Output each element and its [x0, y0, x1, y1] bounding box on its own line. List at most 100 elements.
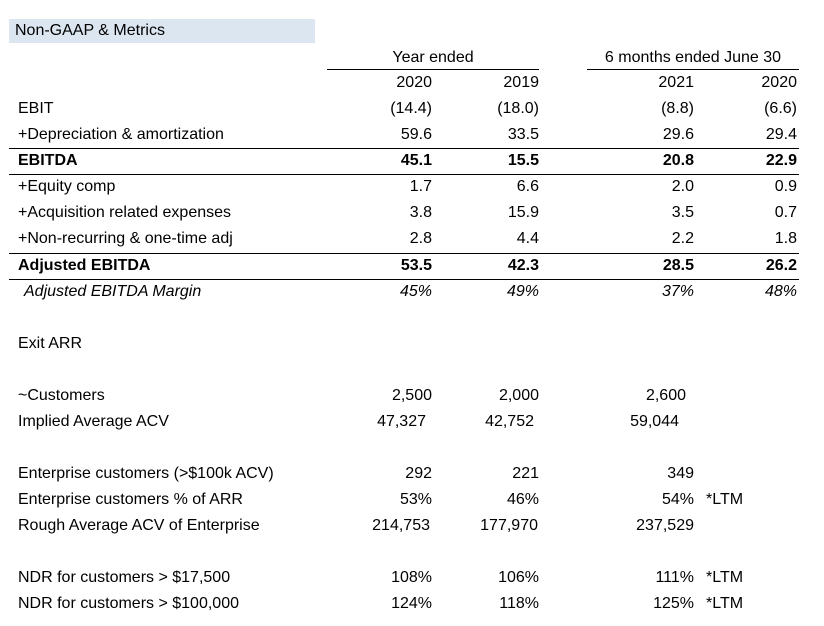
- cell: 59.6: [400, 126, 432, 143]
- cell: 6.6: [516, 178, 539, 195]
- table-row-depreciation: +Depreciation & amortization 59.6 33.5 2…: [0, 122, 824, 148]
- row-divider: [9, 148, 799, 149]
- row-label: NDR for customers > $100,000: [18, 595, 239, 612]
- row-label: +Depreciation & amortization: [18, 126, 224, 143]
- cell: 1.8: [774, 230, 797, 247]
- row-divider: [9, 279, 799, 280]
- cell: 4.4: [516, 230, 539, 247]
- cell: 15.9: [507, 204, 539, 221]
- table-row-ebit: EBIT (14.4) (18.0) (8.8) (6.6): [0, 96, 824, 122]
- table-row-non-recurring: +Non-recurring & one-time adj 2.8 4.4 2.…: [0, 226, 824, 252]
- cell: 53%: [399, 491, 432, 508]
- cell: 214,753: [372, 517, 430, 534]
- ltm-note: *LTM: [706, 569, 744, 586]
- cell: 47,327: [377, 413, 426, 430]
- page-title: Non-GAAP & Metrics: [9, 19, 315, 43]
- row-divider: [9, 174, 799, 175]
- cell: 59,044: [630, 413, 679, 430]
- cell: 29.6: [662, 126, 694, 143]
- section-label-exit-arr: Exit ARR: [0, 331, 824, 357]
- cell: (6.6): [764, 100, 797, 117]
- cell: 177,970: [480, 517, 538, 534]
- cell: 54%: [661, 491, 694, 508]
- cell: 42.3: [507, 257, 539, 274]
- row-label: Implied Average ACV: [18, 413, 169, 430]
- cell: 49%: [506, 283, 539, 300]
- cell: 292: [405, 465, 432, 482]
- cell: 3.8: [409, 204, 432, 221]
- row-label: EBIT: [18, 100, 54, 117]
- row-label: EBITDA: [18, 152, 78, 169]
- cell: 2.2: [671, 230, 694, 247]
- year-col-1: 2020: [396, 74, 432, 91]
- row-label: +Non-recurring & one-time adj: [18, 230, 233, 247]
- cell: 29.4: [765, 126, 797, 143]
- cell: 3.5: [671, 204, 694, 221]
- table-row-ebitda: EBITDA 45.1 15.5 20.8 22.9: [0, 148, 824, 174]
- cell: 106%: [498, 569, 539, 586]
- cell: 33.5: [507, 126, 539, 143]
- cell: 1.7: [409, 178, 432, 195]
- cell: 22.9: [765, 152, 797, 169]
- table-row-adjusted-ebitda: Adjusted EBITDA 53.5 42.3 28.5 26.2: [0, 253, 824, 279]
- cell: (14.4): [390, 100, 432, 117]
- cell: 108%: [391, 569, 432, 586]
- cell: 118%: [499, 595, 539, 612]
- row-label: Enterprise customers (>$100k ACV): [18, 465, 274, 482]
- cell: 28.5: [662, 257, 694, 274]
- row-label: +Acquisition related expenses: [18, 204, 232, 221]
- cell: 125%: [653, 595, 694, 612]
- row-label: Rough Average ACV of Enterprise: [18, 517, 260, 534]
- table-row-enterprise-pct-arr: Enterprise customers % of ARR 53% 46% 54…: [0, 487, 824, 513]
- group-header-year-ended: Year ended: [327, 48, 539, 70]
- year-col-2: 2019: [503, 74, 539, 91]
- group-header-six-months: 6 months ended June 30: [587, 48, 799, 70]
- cell: 42,752: [485, 413, 534, 430]
- row-divider: [9, 253, 799, 254]
- table-row-enterprise-acv: Rough Average ACV of Enterprise 214,753 …: [0, 513, 824, 539]
- cell: (18.0): [497, 100, 539, 117]
- cell: 2,600: [645, 387, 686, 404]
- table-row-enterprise-customers: Enterprise customers (>$100k ACV) 292 22…: [0, 461, 824, 487]
- cell: 15.5: [507, 152, 539, 169]
- cell: 237,529: [636, 517, 694, 534]
- year-col-4: 2020: [761, 74, 797, 91]
- table-row-implied-acv: Implied Average ACV 47,327 42,752 59,044: [0, 409, 824, 435]
- table-row-acquisition: +Acquisition related expenses 3.8 15.9 3…: [0, 200, 824, 226]
- row-label: Adjusted EBITDA: [18, 257, 151, 274]
- ltm-note: *LTM: [706, 491, 744, 508]
- row-label: Adjusted EBITDA Margin: [24, 283, 202, 300]
- cell: 45%: [399, 283, 432, 300]
- table-row-margin: Adjusted EBITDA Margin 45% 49% 37% 48%: [0, 279, 824, 305]
- cell: 349: [667, 465, 694, 482]
- cell: 37%: [661, 283, 694, 300]
- cell: 0.9: [774, 178, 797, 195]
- table-row-ndr-100000: NDR for customers > $100,000 124% 118% 1…: [0, 591, 824, 617]
- cell: 20.8: [662, 152, 694, 169]
- cell: 48%: [764, 283, 797, 300]
- cell: 26.2: [765, 257, 797, 274]
- cell: 2.0: [671, 178, 694, 195]
- row-label: Enterprise customers % of ARR: [18, 491, 243, 508]
- year-col-3: 2021: [658, 74, 694, 91]
- table-row-equity-comp: +Equity comp 1.7 6.6 2.0 0.9: [0, 174, 824, 200]
- table-row-ndr-17500: NDR for customers > $17,500 108% 106% 11…: [0, 565, 824, 591]
- row-label: +Equity comp: [18, 178, 116, 195]
- section-label: Exit ARR: [18, 335, 83, 352]
- cell: 111%: [655, 569, 694, 586]
- table-row-customers: ~Customers 2,500 2,000 2,600: [0, 383, 824, 409]
- cell: 2,000: [498, 387, 539, 404]
- row-label: ~Customers: [18, 387, 105, 404]
- cell: (8.8): [661, 100, 694, 117]
- cell: 46%: [506, 491, 539, 508]
- cell: 221: [512, 465, 539, 482]
- cell: 53.5: [400, 257, 432, 274]
- cell: 45.1: [400, 152, 432, 169]
- cell: 124%: [391, 595, 432, 612]
- cell: 2.8: [409, 230, 432, 247]
- cell: 0.7: [774, 204, 797, 221]
- cell: 2,500: [391, 387, 432, 404]
- row-label: NDR for customers > $17,500: [18, 569, 231, 586]
- year-header-row: 2020 2019 2021 2020: [0, 70, 824, 96]
- ltm-note: *LTM: [706, 595, 744, 612]
